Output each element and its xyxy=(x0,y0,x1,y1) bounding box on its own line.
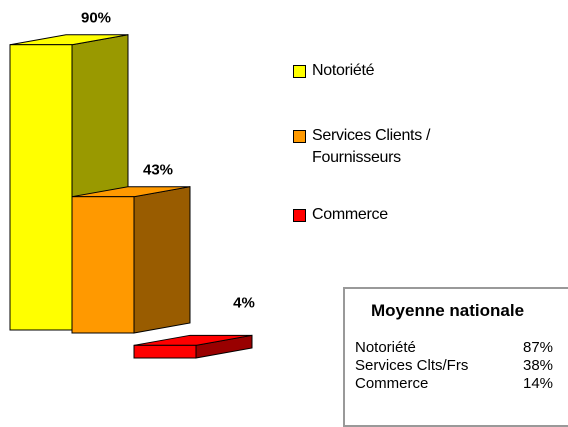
value-label: 4% xyxy=(233,294,255,311)
legend-label: Notoriété xyxy=(312,62,375,79)
bar-side xyxy=(133,186,191,334)
legend-swatch xyxy=(293,65,306,78)
table-row: Commerce 14% xyxy=(355,375,553,392)
row-label: Services Clts/Frs xyxy=(355,357,469,374)
value-label: 90% xyxy=(81,10,111,27)
bar xyxy=(71,196,135,334)
row-label: Commerce xyxy=(355,375,429,392)
row-value: 87% xyxy=(523,339,554,356)
row-value: 14% xyxy=(523,375,554,392)
legend-item: Commerce xyxy=(293,204,513,226)
row-label: Notoriété xyxy=(355,339,416,356)
table-row: Services Clts/Frs 38% xyxy=(355,357,553,374)
page: {"chart_data": {"type": "bar3d", "catego… xyxy=(9,9,568,427)
legend-swatch xyxy=(293,130,306,143)
legend-item: Notoriété xyxy=(293,60,513,82)
legend-item: Services Clients / Fournisseurs xyxy=(293,125,513,169)
table-row: Notoriété 87% xyxy=(355,339,553,356)
row-value: 38% xyxy=(523,357,554,374)
legend-swatch xyxy=(293,209,306,222)
value-label: 43% xyxy=(143,162,173,179)
bar xyxy=(9,44,73,331)
national-average-box: Moyenne nationale Notoriété 87% Services C… xyxy=(343,287,568,427)
chart: 90% 43% 4% xyxy=(9,10,255,359)
bar xyxy=(133,344,197,359)
box-title: Moyenne nationale xyxy=(371,301,525,320)
legend-label: Commerce xyxy=(312,206,388,223)
legend-label: Services Clients / Fournisseurs xyxy=(312,127,431,166)
